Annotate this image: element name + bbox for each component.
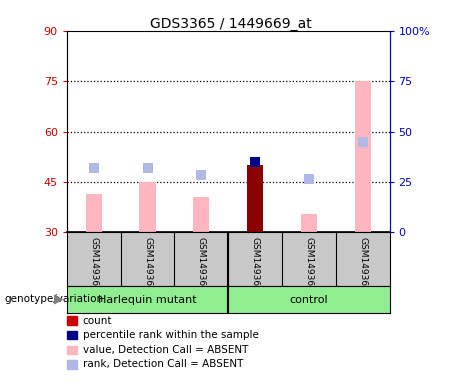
Text: GSM149364: GSM149364 [304,237,313,291]
Text: count: count [83,316,112,326]
Text: GSM149365: GSM149365 [358,237,367,291]
Text: GSM149360: GSM149360 [89,237,98,291]
Text: percentile rank within the sample: percentile rank within the sample [83,330,259,340]
Text: genotype/variation: genotype/variation [5,294,104,304]
Bar [193,197,209,232]
Bar [86,194,102,232]
Text: ▶: ▶ [54,293,64,306]
Text: GDS3365 / 1449669_at: GDS3365 / 1449669_at [150,17,311,31]
Bar [139,182,155,232]
Text: GSM149363: GSM149363 [251,237,260,291]
Bar [247,165,263,232]
Text: GSM149362: GSM149362 [197,237,206,291]
Text: Harlequin mutant: Harlequin mutant [98,295,197,305]
Bar [301,214,317,232]
Bar [355,81,371,232]
Text: value, Detection Call = ABSENT: value, Detection Call = ABSENT [83,345,248,355]
Text: GSM149361: GSM149361 [143,237,152,291]
Text: rank, Detection Call = ABSENT: rank, Detection Call = ABSENT [83,359,243,369]
Text: control: control [290,295,328,305]
